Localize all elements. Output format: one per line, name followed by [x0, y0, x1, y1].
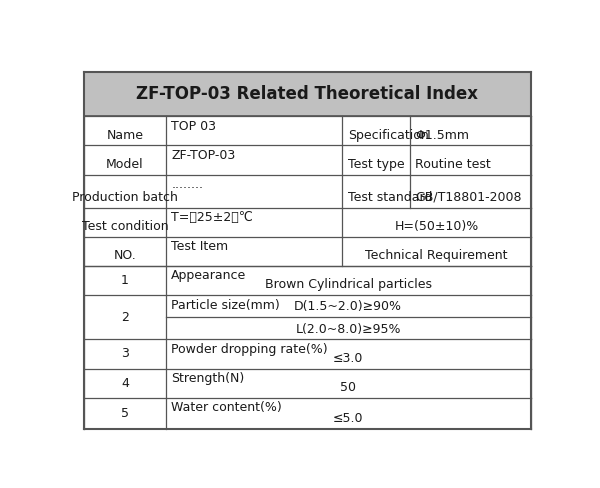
Text: L(2.0~8.0)≥95%: L(2.0~8.0)≥95%	[295, 323, 401, 336]
Text: 2: 2	[121, 311, 129, 324]
Bar	[84, 72, 530, 116]
Text: Test Item: Test Item	[171, 241, 229, 253]
Text: Model: Model	[106, 158, 144, 171]
Text: 50: 50	[340, 381, 356, 394]
Bar	[84, 145, 530, 175]
Text: Name: Name	[106, 129, 143, 142]
Text: Appearance: Appearance	[171, 269, 247, 283]
Text: Routine test: Routine test	[415, 158, 491, 171]
Bar	[84, 295, 530, 340]
Text: Specification: Specification	[348, 129, 429, 142]
Text: Test standard: Test standard	[348, 191, 433, 204]
Bar	[84, 207, 530, 237]
Text: Technical Requirement: Technical Requirement	[365, 249, 508, 262]
Text: Water content(%): Water content(%)	[171, 402, 282, 414]
Text: 5: 5	[121, 407, 129, 420]
Text: ≤5.0: ≤5.0	[333, 412, 364, 425]
Bar	[84, 398, 530, 428]
Text: ........: ........	[171, 178, 203, 191]
Bar	[84, 116, 530, 145]
Text: ≤3.0: ≤3.0	[333, 352, 364, 365]
Text: D(1.5~2.0)≥90%: D(1.5~2.0)≥90%	[294, 301, 402, 313]
Text: Test condition: Test condition	[82, 220, 168, 233]
Text: Powder dropping rate(%): Powder dropping rate(%)	[171, 343, 328, 356]
Text: Brown Cylindrical particles: Brown Cylindrical particles	[265, 278, 431, 291]
Text: Particle size(mm): Particle size(mm)	[171, 299, 280, 311]
Text: NO.: NO.	[113, 249, 136, 262]
Text: ZF-TOP-03 Related Theoretical Index: ZF-TOP-03 Related Theoretical Index	[137, 85, 479, 103]
Text: TOP 03: TOP 03	[171, 120, 216, 133]
Bar	[84, 368, 530, 398]
Text: Test type: Test type	[348, 158, 404, 171]
Text: Strength(N): Strength(N)	[171, 372, 245, 386]
Bar	[84, 340, 530, 368]
Text: 4: 4	[121, 377, 129, 389]
Text: 3: 3	[121, 347, 129, 361]
Text: 1: 1	[121, 274, 129, 287]
Text: Φ1.5mm: Φ1.5mm	[415, 129, 469, 142]
Text: Production batch: Production batch	[72, 191, 178, 204]
Bar	[84, 175, 530, 207]
Text: T=（25±2）℃: T=（25±2）℃	[171, 211, 253, 224]
Bar	[84, 266, 530, 295]
Text: GB/T18801-2008: GB/T18801-2008	[415, 191, 522, 204]
Text: ZF-TOP-03: ZF-TOP-03	[171, 149, 236, 162]
Text: H=(50±10)%: H=(50±10)%	[394, 220, 479, 233]
Bar	[84, 237, 530, 266]
